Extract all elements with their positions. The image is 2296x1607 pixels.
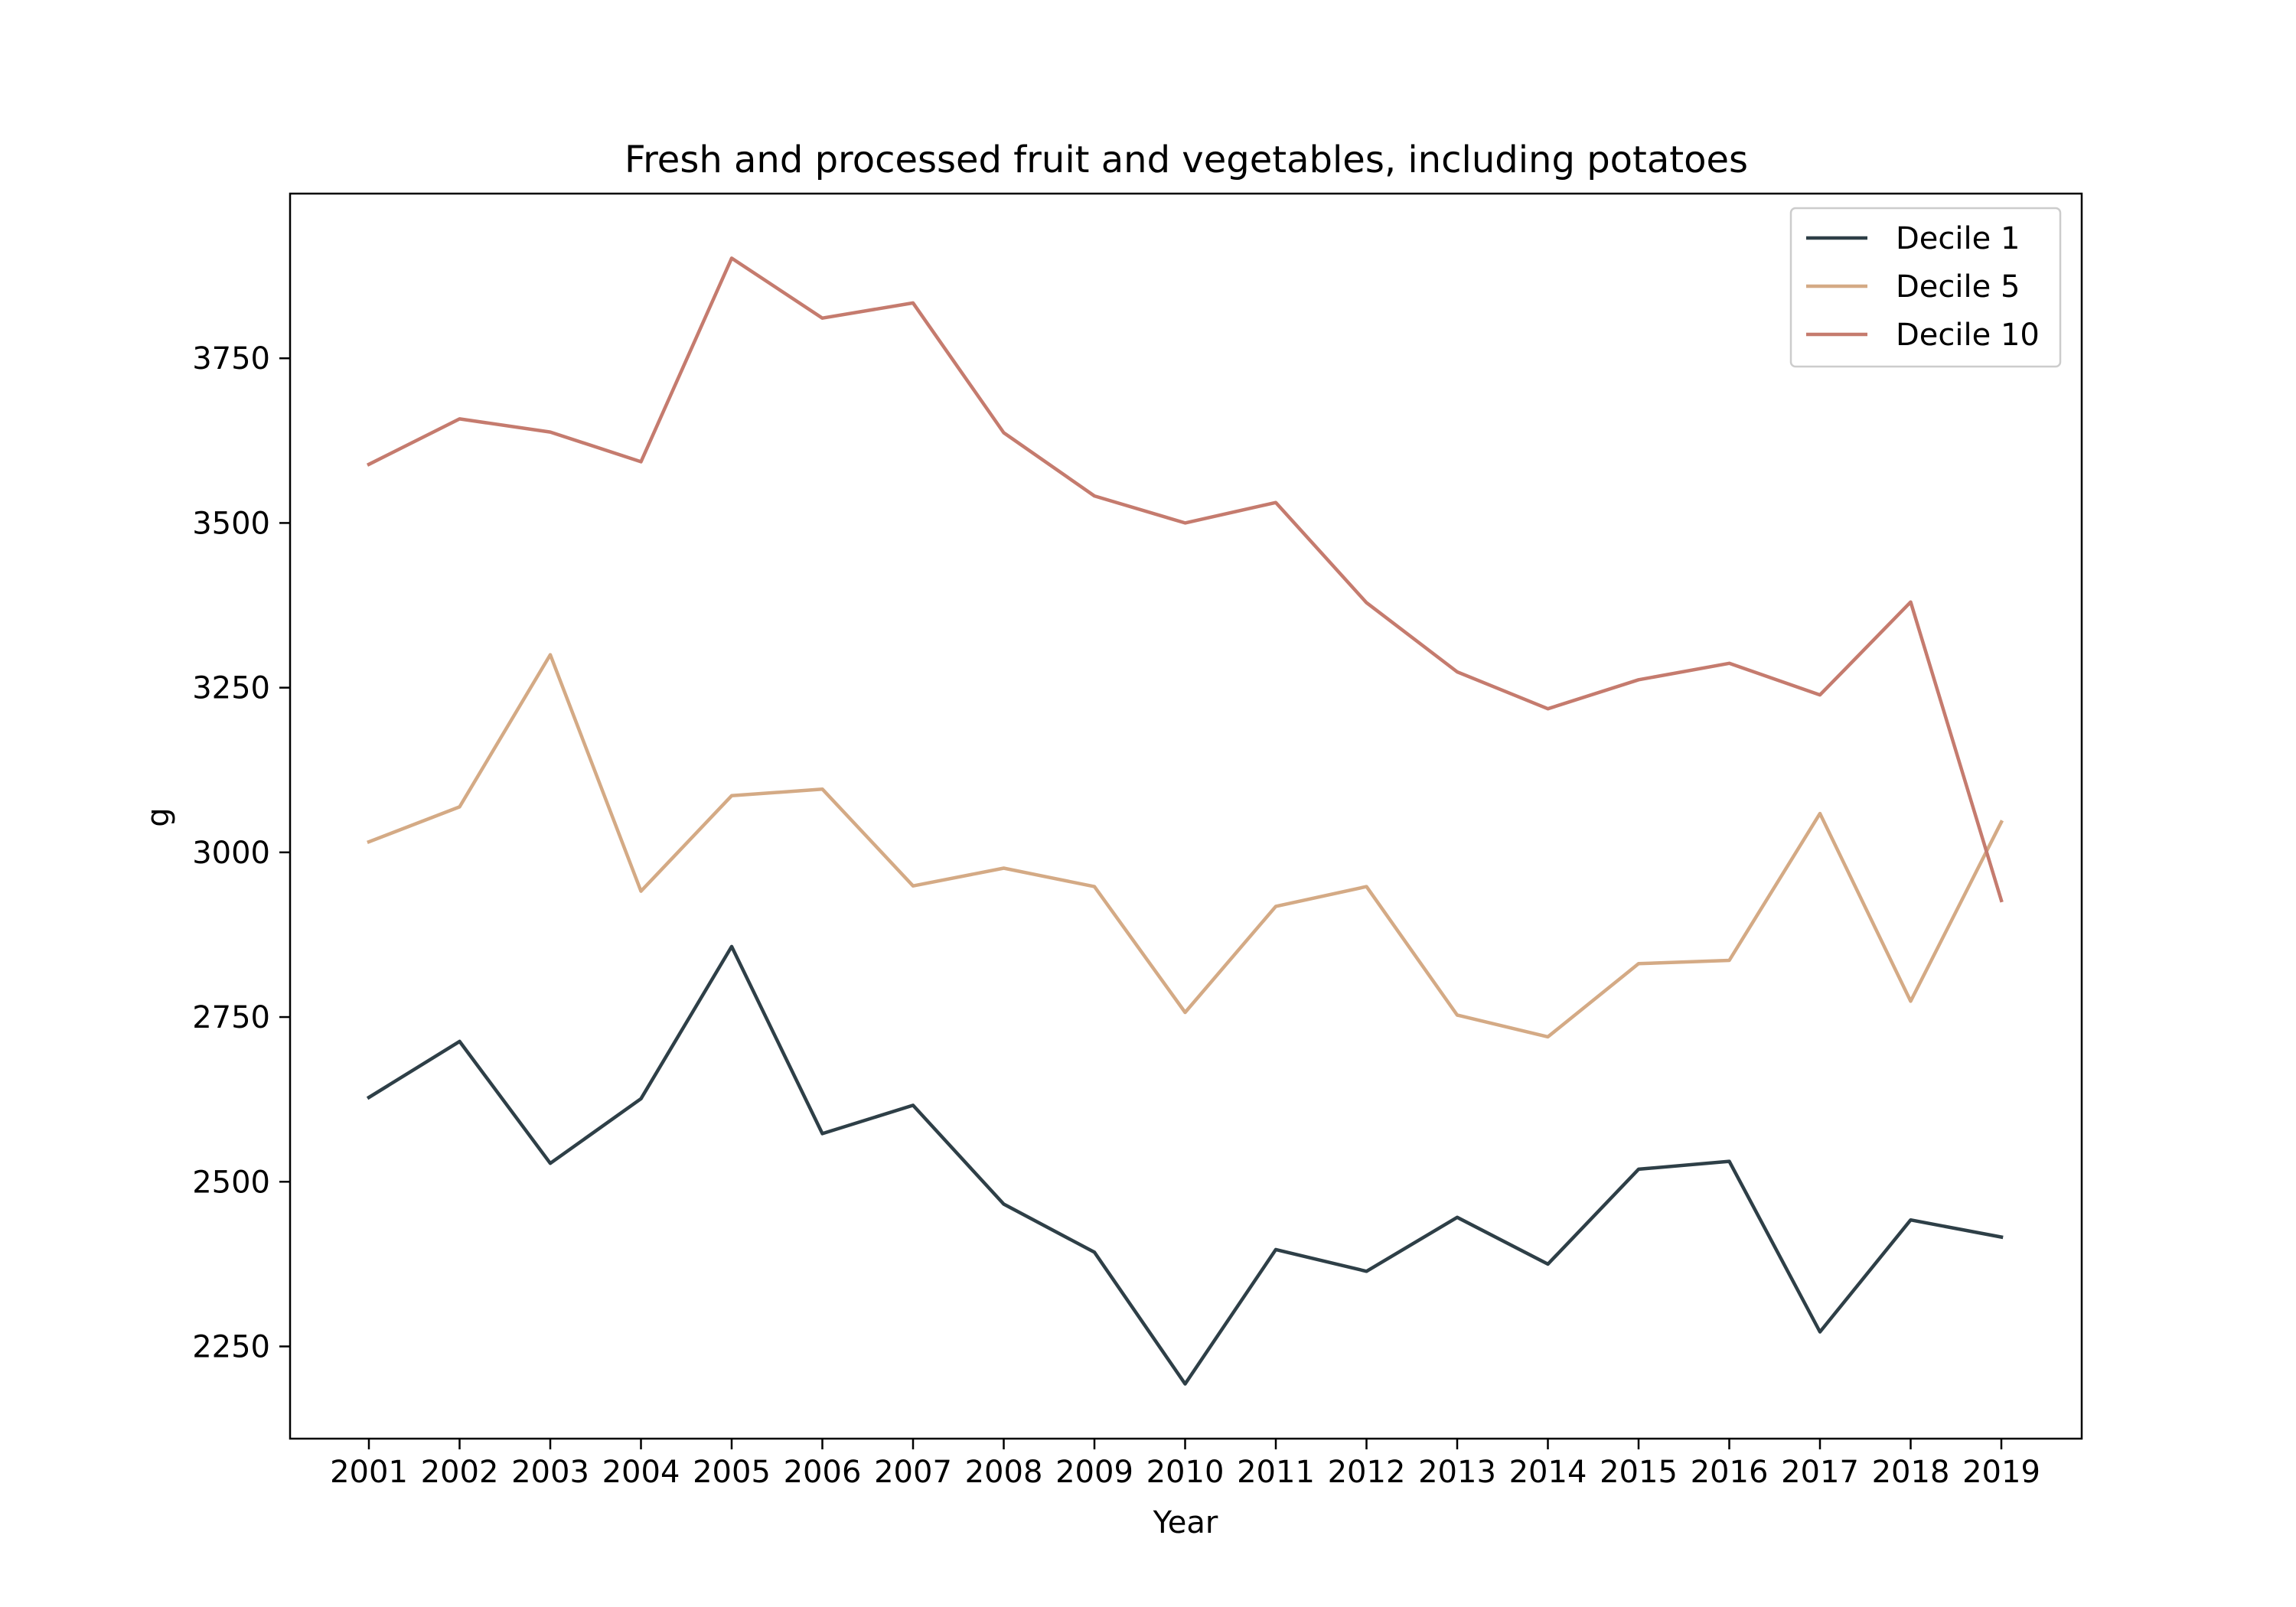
chart-title: Fresh and processed fruit and vegetables… [625,139,1748,181]
series-line-decile-0 [366,944,2004,1386]
x-tick-label: 2014 [1509,1455,1587,1490]
x-tick-label: 2011 [1237,1455,1315,1490]
x-tick-label: 2019 [1962,1455,2040,1490]
x-axis: 2001 2002 2003 2004 2005 2006 2007 2008 2009 2010… [330,1439,2040,1490]
y-axis: 2250 2500 2750 3000 3250 3500 3750 [192,341,290,1364]
x-tick-label: 2001 [330,1455,408,1490]
y-tick-label: 3750 [192,341,270,376]
legend-label: Decile 5 [1896,269,2020,305]
plot-frame [289,192,2083,1440]
plot-area [366,256,2004,1386]
legend-box [1789,207,2062,368]
x-tick-label: 2006 [784,1455,862,1490]
x-tick-label: 2004 [602,1455,680,1490]
x-tick-label: 2008 [965,1455,1043,1490]
x-tick-label: 2018 [1872,1455,1950,1490]
series-line-decile-1 [367,653,2004,1039]
series-line-decile-2 [366,256,2004,903]
y-tick-label: 2500 [192,1165,270,1200]
y-tick-label: 3500 [192,506,270,541]
x-tick-label: 2012 [1328,1455,1406,1490]
x-tick-label: 2015 [1600,1455,1678,1490]
legend-label: Decile 1 [1896,221,2020,256]
x-tick-label: 2013 [1418,1455,1496,1490]
y-tick-label: 2250 [192,1329,270,1364]
x-axis-label: Year [1153,1505,1218,1540]
legend: Decile 1 Decile 5 Decile 10 [1789,207,2062,368]
y-tick-label: 3250 [192,671,270,706]
x-tick-label: 2016 [1691,1455,1769,1490]
y-tick-label: 3000 [192,836,270,871]
x-tick-label: 2003 [511,1455,589,1490]
legend-label: Decile 10 [1896,318,2040,353]
x-tick-label: 2017 [1781,1455,1859,1490]
y-tick-label: 2750 [192,1000,270,1035]
x-tick-label: 2010 [1146,1455,1225,1490]
y-axis-label: g [141,807,176,826]
x-tick-label: 2009 [1055,1455,1133,1490]
x-tick-label: 2007 [874,1455,952,1490]
x-tick-label: 2002 [421,1455,499,1490]
x-tick-label: 2005 [693,1455,771,1490]
